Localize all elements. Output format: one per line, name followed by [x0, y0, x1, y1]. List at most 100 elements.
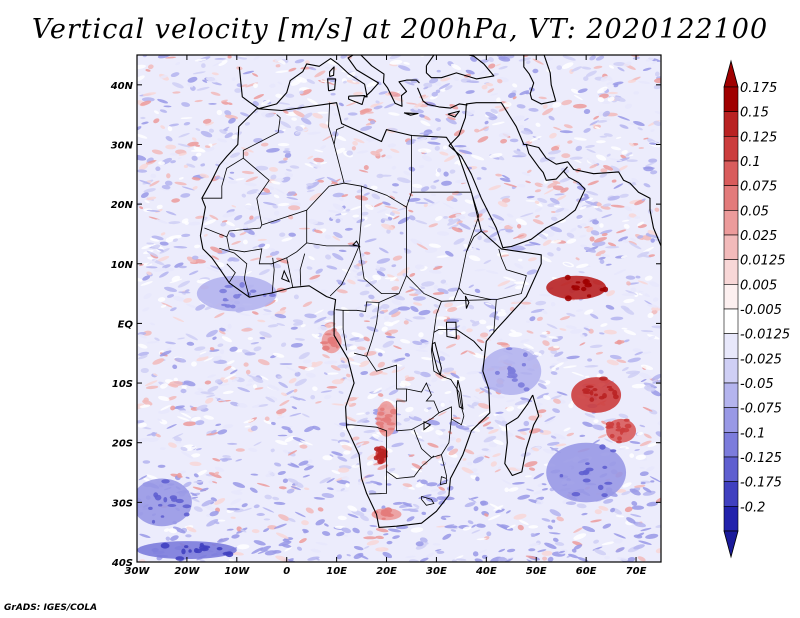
lake-outline: [464, 295, 470, 309]
coastline-corsica: [329, 66, 335, 78]
colorbar-top-arrow: [723, 59, 739, 88]
country-border: [439, 454, 447, 486]
colorbar-label: -0.125: [740, 451, 782, 466]
subsidence-region-region: [137, 478, 192, 527]
coastline-caspian: [523, 55, 557, 105]
colorbar-swatch: [723, 333, 739, 359]
x-tick-label: 0: [283, 566, 290, 577]
velocity-field: [137, 55, 661, 562]
colorbar-label: -0.05: [740, 377, 774, 392]
colorbar-swatch: [723, 432, 739, 458]
y-tick-label: 10S: [112, 379, 133, 390]
colorbar-bottom-arrow: [723, 530, 739, 559]
coastline-europe: [238, 55, 420, 110]
colorbar-label: 0.005: [740, 278, 777, 293]
y-tick-label: 40S: [111, 558, 133, 569]
y-tick-label: EQ: [118, 319, 134, 330]
lake-outline: [445, 321, 457, 339]
lake-outline: [423, 421, 432, 431]
colorbar-swatch: [723, 160, 739, 186]
map-frame: [136, 54, 662, 563]
colorbar-swatch: [723, 185, 739, 211]
colorbar-label: -0.175: [740, 476, 782, 491]
coastline-iran: [526, 143, 661, 247]
colorbar-label: -0.1: [740, 426, 765, 441]
subsidence-region-region: [196, 275, 277, 312]
coastline-turkey: [416, 87, 468, 109]
country-border: [466, 230, 482, 252]
country-border: [496, 248, 527, 300]
colorbar-label: 0.1: [740, 155, 761, 170]
country-border: [226, 263, 236, 283]
colorbar-label: 0.15: [740, 106, 769, 121]
country-border: [406, 192, 480, 302]
x-tick-label: 60E: [576, 566, 597, 577]
colorbar-label: 0.175: [740, 81, 777, 96]
colorbar-label: 0.0125: [740, 254, 786, 269]
colorbar-label: 0.125: [740, 130, 777, 145]
country-border: [451, 415, 465, 426]
colorbar-swatch: [723, 382, 739, 408]
country-border: [342, 310, 347, 351]
colorbar-swatch: [723, 407, 739, 433]
field-speckle: [137, 55, 661, 562]
figure-title: Vertical velocity [m/s] at 200hPa, VT: 2…: [31, 14, 769, 45]
colorbar-label: 0.075: [740, 180, 777, 195]
country-border: [453, 299, 497, 333]
x-tick-label: 30W: [125, 566, 151, 577]
country-border: [346, 424, 387, 495]
coastline-blacksea: [425, 55, 495, 80]
country-border: [271, 257, 275, 294]
country-border: [226, 224, 263, 238]
x-tick-label: 40E: [475, 566, 497, 577]
colorbar-label: -0.075: [740, 402, 782, 417]
country-border: [299, 253, 306, 286]
coastline-cyprus: [447, 110, 460, 118]
colorbar-swatch: [723, 481, 739, 507]
colorbar-label: -0.0125: [740, 328, 790, 343]
country-border: [366, 302, 380, 357]
colorbar-label: -0.2: [740, 500, 765, 515]
coastline-arabia: [448, 102, 586, 249]
x-tick-label: 20E: [376, 566, 397, 577]
x-tick-label: 30E: [426, 566, 447, 577]
country-border: [430, 332, 465, 417]
colorbar-swatch: [723, 111, 739, 137]
country-border: [421, 496, 435, 506]
country-border: [219, 247, 250, 298]
country-borders: [201, 102, 527, 506]
lake-outline: [281, 269, 291, 283]
country-border: [286, 257, 294, 288]
colorbar-swatch: [723, 259, 739, 285]
country-border: [344, 134, 412, 208]
colorbar-swatch: [723, 234, 739, 260]
country-border: [242, 114, 281, 159]
colorbar-label: -0.005: [740, 303, 782, 318]
country-border: [243, 102, 345, 226]
coastlines: [199, 55, 661, 528]
country-border: [333, 126, 345, 145]
y-tick-label: 20S: [112, 439, 133, 450]
colorbar-swatch: [723, 136, 739, 162]
country-border: [386, 455, 435, 479]
x-tick-label: 10E: [326, 566, 347, 577]
coastline-africa: [199, 102, 542, 528]
colorbar-label: 0.05: [740, 204, 769, 219]
map-plot-area: [136, 54, 662, 563]
x-tick-label: 10W: [224, 566, 250, 577]
y-tick-label: 20N: [111, 200, 134, 211]
coastline-sardinia: [327, 78, 337, 92]
country-border: [204, 227, 360, 265]
coastline-madagascar: [504, 394, 540, 477]
subsidence-regions: [137, 275, 627, 561]
colorbar: 0.175 0.15 0.125 0.1 0.075 0.05 0.025 0.0125 0.0…: [723, 59, 790, 559]
colorbar-swatch: [723, 358, 739, 384]
colorbar-label: -0.025: [740, 352, 782, 367]
country-border: [358, 186, 407, 294]
x-axis-ticks: 30W 20W 10W 0 10E 20E 30E 40E 50E 60E 70E: [125, 55, 647, 577]
country-border: [329, 245, 360, 297]
y-tick-label: 30N: [111, 140, 134, 151]
country-border: [456, 329, 483, 352]
colorbar-swatch: [723, 308, 739, 334]
grads-credit: GrADS: IGES/COLA: [4, 603, 98, 613]
